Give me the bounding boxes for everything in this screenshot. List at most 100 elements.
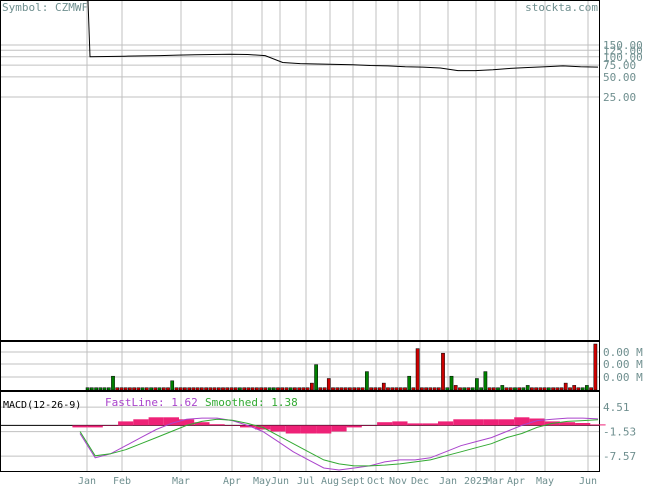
x-tick-label: 2025 <box>464 476 488 486</box>
x-tick-label: Mar <box>486 476 504 486</box>
x-tick-label: Nov <box>389 476 407 486</box>
macd-histogram-bar <box>224 425 240 426</box>
volume-bar <box>428 387 433 391</box>
volume-bar <box>153 387 158 391</box>
volume-bar <box>259 387 263 391</box>
volume-bar <box>555 387 560 391</box>
volume-bar <box>458 387 462 391</box>
volume-bar <box>479 387 483 391</box>
volume-bar <box>233 387 238 391</box>
volume-bar <box>229 387 234 391</box>
volume-bar <box>369 387 373 391</box>
volume-bar <box>436 387 441 391</box>
volume-bar <box>403 387 407 391</box>
price-panel <box>0 0 600 341</box>
volume-bar <box>339 387 344 391</box>
x-tick-label: Jan <box>439 476 457 486</box>
volume-bar <box>183 387 187 391</box>
volume-bar <box>250 387 255 391</box>
macd-histogram-bar <box>392 421 408 426</box>
volume-bar <box>297 387 302 391</box>
x-tick-label: Jan <box>78 476 96 486</box>
volume-bar <box>204 387 208 391</box>
x-tick-label: Apr <box>223 476 241 486</box>
volume-bar <box>445 387 450 391</box>
volume-bar <box>208 387 213 391</box>
volume-bar <box>331 387 335 391</box>
macd-histogram-bar <box>316 425 332 434</box>
y-tick-label: 0.00 M <box>603 371 643 384</box>
volume-bar <box>559 387 564 391</box>
y-tick-label: 125.00 <box>603 44 643 57</box>
macd-histogram-bar <box>559 422 576 426</box>
volume-bar <box>441 352 445 391</box>
macd-smoothed-line <box>79 418 599 467</box>
volume-bar <box>187 387 192 391</box>
volume-bar <box>525 385 530 391</box>
volume-bar <box>356 387 361 391</box>
volume-bar <box>513 387 517 391</box>
volume-bar <box>538 387 543 391</box>
volume-bar <box>284 387 289 391</box>
volume-bar <box>140 387 145 391</box>
macd-histogram-bar <box>72 425 88 428</box>
y-tick-label: 0.00 M <box>603 346 643 359</box>
y-tick-label: 75.00 <box>603 59 636 72</box>
macd-histogram-bar <box>179 419 195 426</box>
y-tick-label: 0.00 M <box>603 358 643 371</box>
volume-bar <box>381 382 386 391</box>
x-tick-label: Feb <box>113 476 131 486</box>
volume-bar <box>360 387 365 391</box>
volume-bar <box>305 387 310 391</box>
volume-bar <box>542 387 547 391</box>
volume-bar <box>111 375 115 391</box>
volume-bar <box>398 387 403 391</box>
macd-histogram-bar <box>209 424 225 426</box>
volume-bar <box>453 385 458 391</box>
volume-bar <box>242 387 247 391</box>
x-tick-label: Jun <box>271 476 289 486</box>
volume-bar <box>157 387 162 391</box>
volume-bar <box>221 387 225 391</box>
volume-bar <box>195 387 200 391</box>
macd-histogram-bar <box>240 425 256 428</box>
volume-bar <box>508 387 513 391</box>
volume-bar <box>102 387 107 391</box>
macd-histogram-bar <box>361 425 378 426</box>
macd-histogram-bar <box>194 422 210 426</box>
volume-bar <box>267 387 272 391</box>
volume-bar <box>216 387 221 391</box>
macd-histogram-bar <box>438 421 454 426</box>
y-tick-label: 150.00 <box>603 39 643 52</box>
volume-bar <box>174 387 179 391</box>
macd-histogram-bar <box>514 417 530 426</box>
volume-bar <box>386 387 390 391</box>
volume-bar <box>449 375 454 391</box>
y-tick-label: -1.53 <box>603 426 636 439</box>
macd-histogram-bar <box>529 418 545 426</box>
axis-labels: Jan Feb Mar Apr May Jun Jul Aug Sept Oct Nov Dec Jan… <box>78 39 643 486</box>
volume-bar <box>394 387 399 391</box>
macd-histogram-bar <box>453 419 469 426</box>
x-tick-label: Jun <box>579 476 597 486</box>
macd-histogram-bar <box>377 422 393 426</box>
macd-histogram-bar <box>331 425 347 432</box>
volume-bar <box>420 387 424 391</box>
volume-bar <box>546 387 551 391</box>
volume-bar <box>580 387 585 391</box>
macd-histogram-bar <box>422 423 438 426</box>
macd-title: MACD(12-26-9) <box>3 400 81 411</box>
macd-histogram-bar <box>300 425 317 434</box>
volume-bar <box>496 387 500 391</box>
volume-bars <box>85 343 598 391</box>
volume-bar <box>534 387 538 391</box>
volume-bar <box>390 387 395 391</box>
volume-bar <box>212 387 217 391</box>
macd-histogram-bar <box>499 419 515 426</box>
x-tick-label: Dec <box>411 476 429 486</box>
volume-bar <box>415 348 420 391</box>
volume-bar <box>432 387 437 391</box>
macd-histogram-bar <box>87 425 103 428</box>
y-tick-label: 4.51 <box>603 401 630 414</box>
